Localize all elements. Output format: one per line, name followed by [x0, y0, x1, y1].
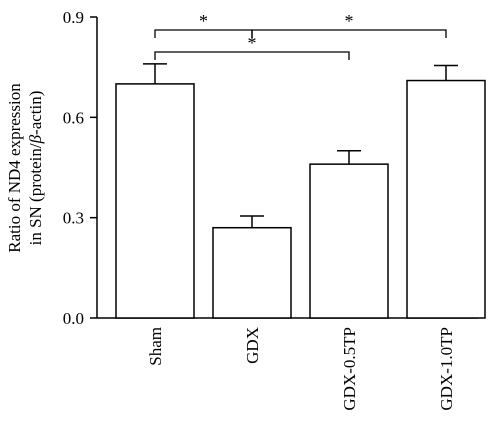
significance-bracket	[154, 29, 253, 38]
y-tick-label: 0.6	[63, 108, 84, 127]
significance-brackets: * * *	[154, 11, 447, 60]
y-ticks: 0.0 0.3 0.6 0.9	[63, 8, 97, 328]
bar	[212, 226, 292, 319]
x-tick-label: GDX-0.5TP	[340, 327, 359, 411]
x-tick-label: GDX	[243, 327, 262, 364]
y-tick-label: 0.3	[63, 209, 84, 228]
y-tick-label: 0.0	[63, 309, 84, 328]
significance-star: *	[345, 11, 354, 31]
significance-bracket	[251, 29, 447, 38]
bar	[115, 83, 195, 319]
bar	[406, 79, 486, 319]
x-tick-label: GDX-1.0TP	[437, 327, 456, 411]
bar	[309, 163, 389, 319]
y-axis-label-beta: β	[26, 134, 45, 144]
significance-star: *	[199, 11, 208, 31]
bars	[115, 63, 486, 319]
x-tick-labels: Sham GDX GDX-0.5TP GDX-1.0TP	[146, 327, 456, 411]
significance-star: *	[248, 33, 257, 53]
x-tick-label: Sham	[146, 327, 165, 366]
y-axis-label-line2-prefix: in SN (protein/	[26, 143, 45, 245]
y-axis-label-line1: Ratio of ND4 expression	[5, 83, 24, 253]
y-axis-label-line2-suffix: -actin)	[26, 91, 45, 135]
y-tick-label: 0.9	[63, 8, 84, 27]
significance-bracket	[154, 51, 350, 60]
y-axis-label-line2: in SN (protein/β-actin)	[26, 91, 45, 246]
